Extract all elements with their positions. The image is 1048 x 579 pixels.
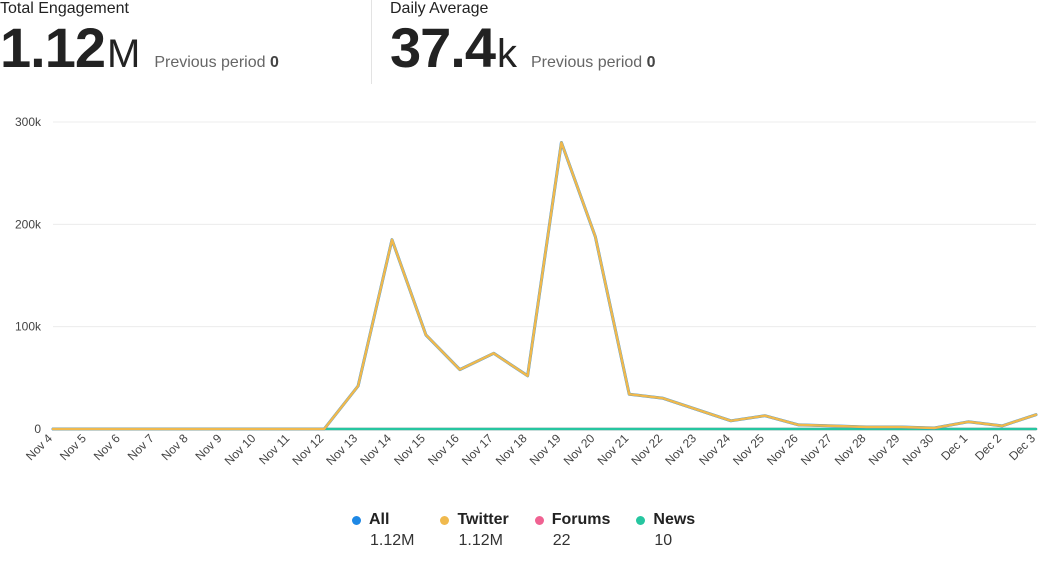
legend-dot-news-icon xyxy=(636,515,646,525)
total-engagement-stat: Total Engagement 1.12 M Previous period 0 xyxy=(0,0,279,77)
x-tick-label: Nov 24 xyxy=(696,431,733,468)
x-tick-label: Nov 9 xyxy=(193,431,225,463)
x-tick-label: Nov 15 xyxy=(391,431,428,468)
legend-name-news: News xyxy=(653,511,696,528)
total-previous-value: 0 xyxy=(269,54,279,71)
x-tick-label: Nov 13 xyxy=(323,431,360,468)
daily-previous-value: 0 xyxy=(646,54,656,71)
daily-average-label: Daily Average xyxy=(390,0,489,17)
x-tick-label: Nov 25 xyxy=(730,431,767,468)
legend-name-forums: Forums xyxy=(551,511,611,528)
legend-dot-all-icon xyxy=(352,515,361,525)
legend-value-all: 1.12M xyxy=(370,532,415,549)
x-tick-label: Nov 21 xyxy=(595,431,632,468)
daily-previous-label: Previous period xyxy=(531,54,643,71)
total-engagement-value: 1.12 xyxy=(0,16,106,79)
x-tick-label: Nov 22 xyxy=(628,431,665,468)
legend-value-forums: 22 xyxy=(552,532,571,549)
legend-item-all[interactable]: All 1.12M xyxy=(352,511,414,550)
x-tick-label: Nov 12 xyxy=(290,431,327,468)
x-tick-label: Nov 17 xyxy=(459,431,496,468)
x-tick-label: Nov 7 xyxy=(125,431,157,463)
y-tick-label: 0 xyxy=(34,422,41,436)
x-tick-label: Nov 14 xyxy=(357,431,394,468)
x-tick-label: Nov 20 xyxy=(561,431,598,468)
x-tick-label: Dec 2 xyxy=(972,431,1004,463)
legend-value-news: 10 xyxy=(654,532,673,549)
total-engagement-unit: M xyxy=(107,32,141,76)
daily-average-value: 37.4 xyxy=(390,16,496,79)
x-tick-label: Nov 11 xyxy=(256,431,292,467)
total-engagement-label: Total Engagement xyxy=(0,0,129,17)
legend-name-twitter: Twitter xyxy=(457,511,509,528)
legend-item-news[interactable]: News 10 xyxy=(636,511,695,550)
x-tick-label: Nov 29 xyxy=(866,431,903,468)
x-tick-label: Nov 6 xyxy=(91,431,123,463)
legend-dot-twitter-icon xyxy=(440,515,450,525)
series-line-all xyxy=(51,141,1038,431)
x-tick-label: Nov 30 xyxy=(900,431,937,468)
legend-value-twitter: 1.12M xyxy=(458,532,503,549)
x-tick-label: Nov 5 xyxy=(57,431,89,463)
x-tick-label: Nov 18 xyxy=(493,431,530,468)
daily-average-stat: Daily Average 37.4 k Previous period 0 xyxy=(390,0,656,77)
x-tick-label: Nov 28 xyxy=(832,431,869,468)
y-tick-label: 300k xyxy=(15,115,42,129)
x-tick-label: Nov 8 xyxy=(159,431,191,463)
daily-average-unit: k xyxy=(497,32,517,76)
stat-divider xyxy=(371,0,372,84)
x-tick-label: Nov 26 xyxy=(764,431,801,468)
x-tick-label: Nov 10 xyxy=(222,431,259,468)
total-previous-period: Previous period 0 xyxy=(154,54,279,72)
y-tick-label: 100k xyxy=(15,320,42,334)
x-tick-label: Nov 27 xyxy=(798,431,835,468)
x-tick-label: Dec 1 xyxy=(938,431,970,463)
x-tick-label: Nov 16 xyxy=(425,431,462,468)
daily-previous-period: Previous period 0 xyxy=(531,54,656,72)
y-tick-label: 200k xyxy=(15,217,42,231)
legend-dot-forums-icon xyxy=(534,515,544,525)
x-tick-label: Nov 23 xyxy=(662,431,699,468)
legend-name-all: All xyxy=(369,511,390,528)
chart-legend: All 1.12M Twitter 1.12M Forums 22 News 1… xyxy=(352,511,721,550)
x-tick-label: Dec 3 xyxy=(1006,431,1038,463)
total-previous-label: Previous period xyxy=(154,54,266,71)
legend-item-forums[interactable]: Forums 22 xyxy=(534,511,611,550)
x-tick-label: Nov 19 xyxy=(527,431,564,468)
series-line-twitter xyxy=(51,141,1038,431)
legend-item-twitter[interactable]: Twitter 1.12M xyxy=(440,511,509,550)
